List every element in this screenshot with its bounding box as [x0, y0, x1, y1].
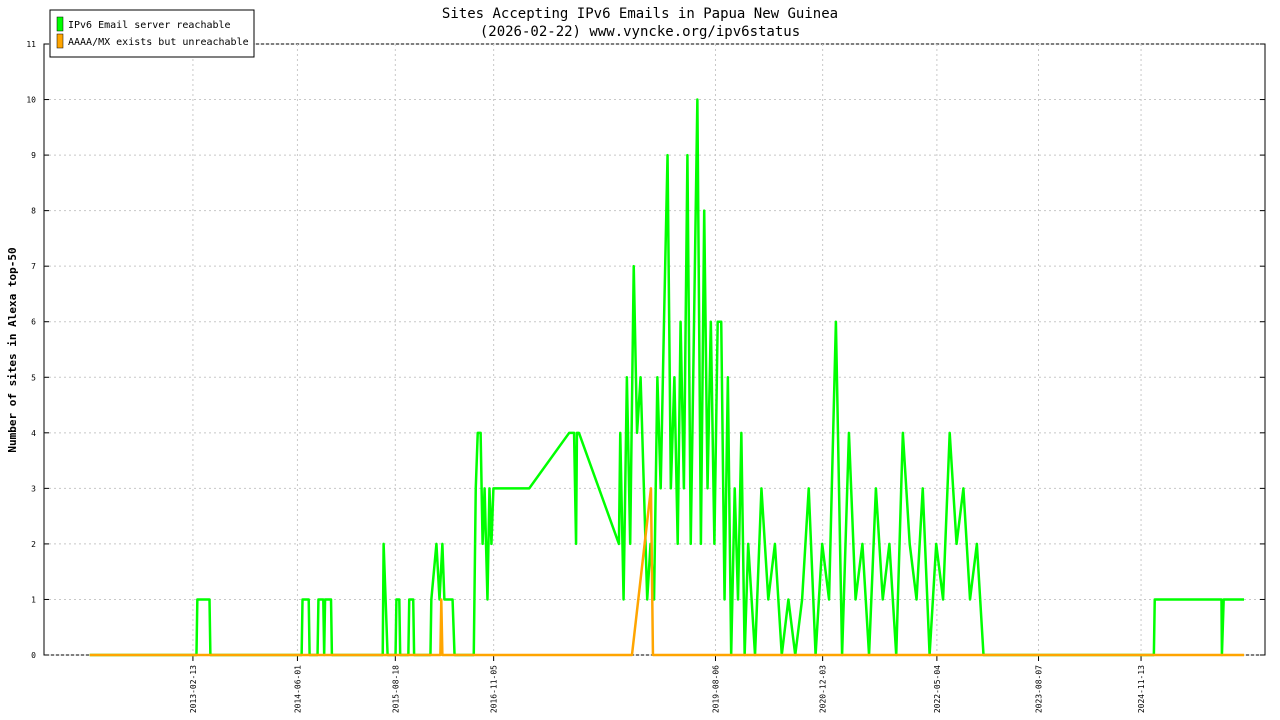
x-tick-label: 2014-06-01	[293, 665, 302, 713]
y-tick-label: 3	[31, 484, 36, 493]
legend-swatch	[56, 16, 64, 32]
y-tick-label: 10	[26, 96, 36, 105]
x-tick-label: 2023-08-07	[1035, 665, 1044, 713]
legend: IPv6 Email server reachable AAAA/MX exist…	[49, 9, 255, 58]
legend-label: IPv6 Email server reachable	[68, 20, 231, 31]
series-line	[89, 487, 1245, 657]
y-tick-label: 2	[31, 540, 36, 549]
chart-title: Sites Accepting IPv6 Emails in Papua New…	[442, 6, 838, 22]
y-axis-label: Number of sites in Alexa top-50	[6, 247, 19, 452]
y-tick-label: 9	[31, 151, 36, 160]
legend-label: AAAA/MX exists but unreachable	[68, 37, 249, 48]
x-tick-label: 2019-08-06	[711, 665, 720, 713]
y-tick-label: 4	[31, 429, 36, 438]
y-tick-label: 6	[31, 318, 36, 327]
x-tick-label: 2020-12-03	[819, 665, 828, 713]
chart-subtitle: (2026-02-22) www.vyncke.org/ipv6status	[480, 24, 800, 40]
x-tick-label: 2022-05-04	[933, 665, 942, 713]
legend-swatch	[56, 33, 64, 49]
y-tick-label: 0	[31, 651, 36, 660]
y-tick-label: 7	[31, 262, 36, 271]
y-tick-label: 1	[31, 595, 36, 604]
x-tick-label: 2015-08-18	[391, 665, 400, 713]
y-tick-label: 11	[26, 40, 36, 49]
legend-box	[49, 9, 255, 58]
x-tick-label: 2013-02-13	[189, 665, 198, 713]
series-line	[89, 98, 1245, 657]
y-tick-label: 5	[31, 373, 36, 382]
x-tick-label: 2016-11-05	[490, 665, 499, 713]
x-tick-label: 2024-11-13	[1137, 665, 1146, 713]
y-tick-label: 8	[31, 207, 36, 216]
